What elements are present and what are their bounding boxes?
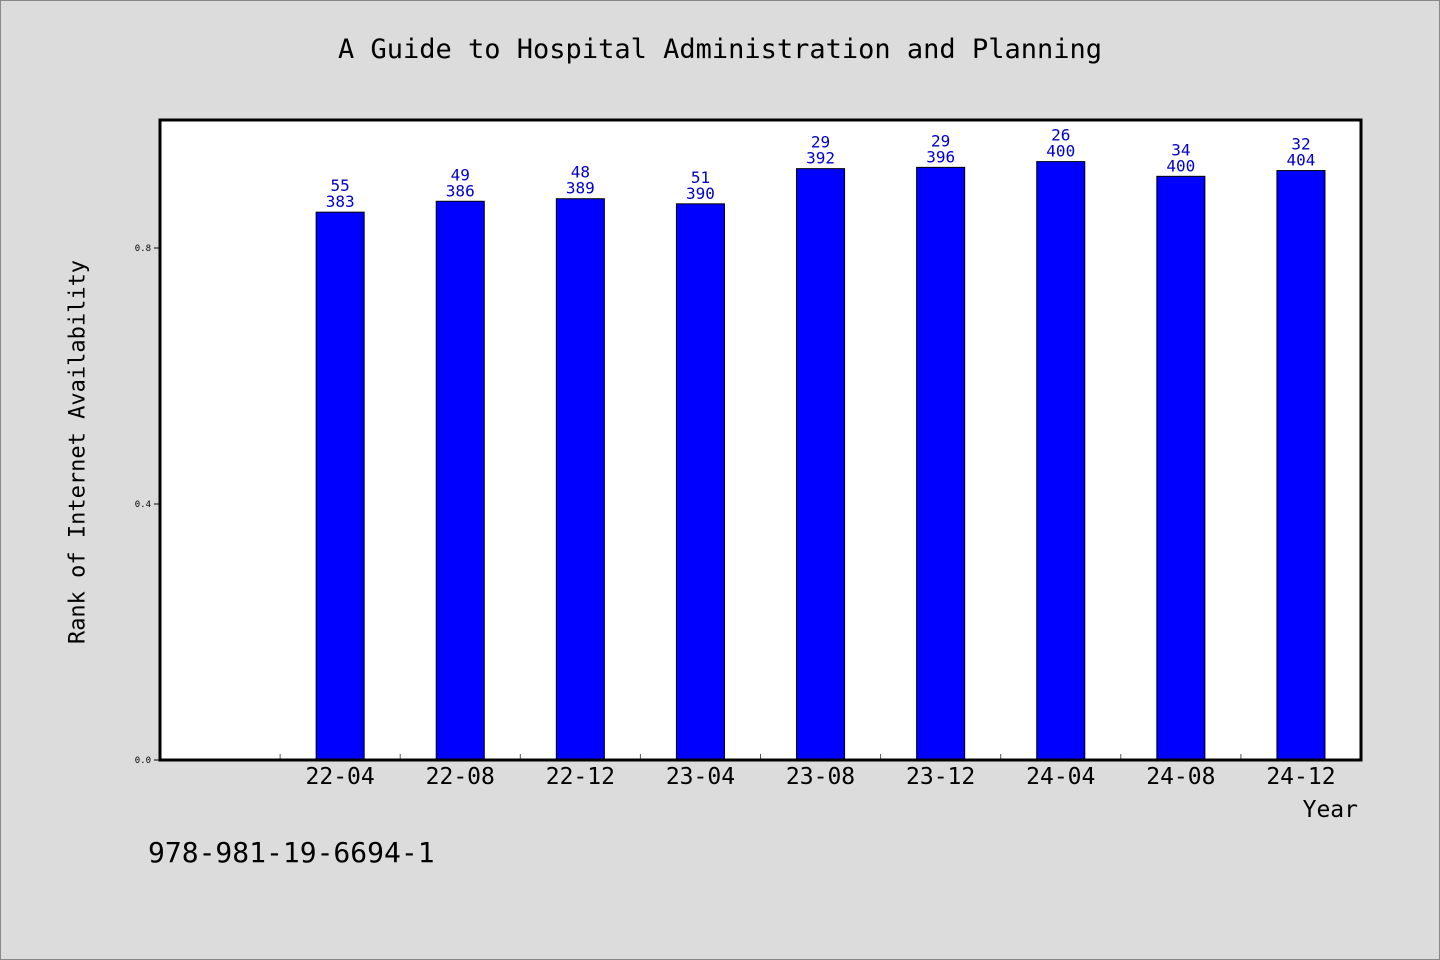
x-axis-label: Year: [1303, 797, 1358, 823]
bar: [916, 166, 966, 761]
y-tick-label: 0.0: [135, 756, 151, 766]
total-label: 383: [326, 192, 355, 211]
x-tick-label: 23-04: [666, 764, 735, 790]
bar: [1276, 170, 1326, 761]
total-label: 389: [566, 179, 595, 198]
bar: [435, 200, 485, 761]
y-tick-label: 0.8: [135, 244, 151, 254]
bar: [315, 211, 365, 761]
rank-label: 32: [1291, 135, 1310, 154]
rank-label: 55: [331, 176, 350, 195]
chart-title: A Guide to Hospital Administration and P…: [337, 34, 1102, 65]
y-axis-ticks: 0.0 0.4 0.8: [135, 244, 160, 766]
isbn-label: 978-981-19-6694-1: [148, 836, 435, 869]
plot-border: [158, 118, 1363, 762]
rank-label: 34: [1171, 140, 1190, 159]
x-tick-label: 22-08: [426, 764, 495, 790]
total-label: 392: [806, 149, 835, 168]
x-tick-label: 23-12: [906, 764, 975, 790]
rank-label: 48: [571, 163, 590, 182]
x-tick-label: 24-12: [1266, 764, 1335, 790]
x-tick-label: 24-08: [1146, 764, 1215, 790]
rank-label: 29: [931, 131, 950, 150]
bar: [555, 198, 605, 761]
total-label: 400: [1166, 156, 1195, 175]
rank-label: 26: [1051, 126, 1070, 145]
total-label: 400: [1046, 142, 1075, 161]
y-tick-label: 0.4: [135, 500, 151, 510]
x-tick-label: 23-08: [786, 764, 855, 790]
total-label: 396: [926, 147, 955, 166]
x-tick-label: 22-12: [546, 764, 615, 790]
total-label: 404: [1286, 151, 1315, 170]
rank-label: 51: [691, 168, 710, 187]
bar-series: [315, 161, 1326, 761]
bar: [796, 168, 846, 761]
bar: [675, 203, 725, 761]
x-tick-label: 22-04: [306, 764, 375, 790]
x-tick-label: 24-04: [1026, 764, 1095, 790]
bar: [1036, 161, 1086, 761]
total-label: 386: [446, 181, 475, 200]
rank-label: 49: [451, 165, 470, 184]
bar: [1156, 175, 1206, 761]
x-axis-ticks: 22-04 22-08 22-12 23-04 23-08 23-12 24-04 24-08…: [279, 754, 1362, 790]
total-label: 390: [686, 184, 715, 203]
rank-label: 29: [811, 133, 830, 152]
